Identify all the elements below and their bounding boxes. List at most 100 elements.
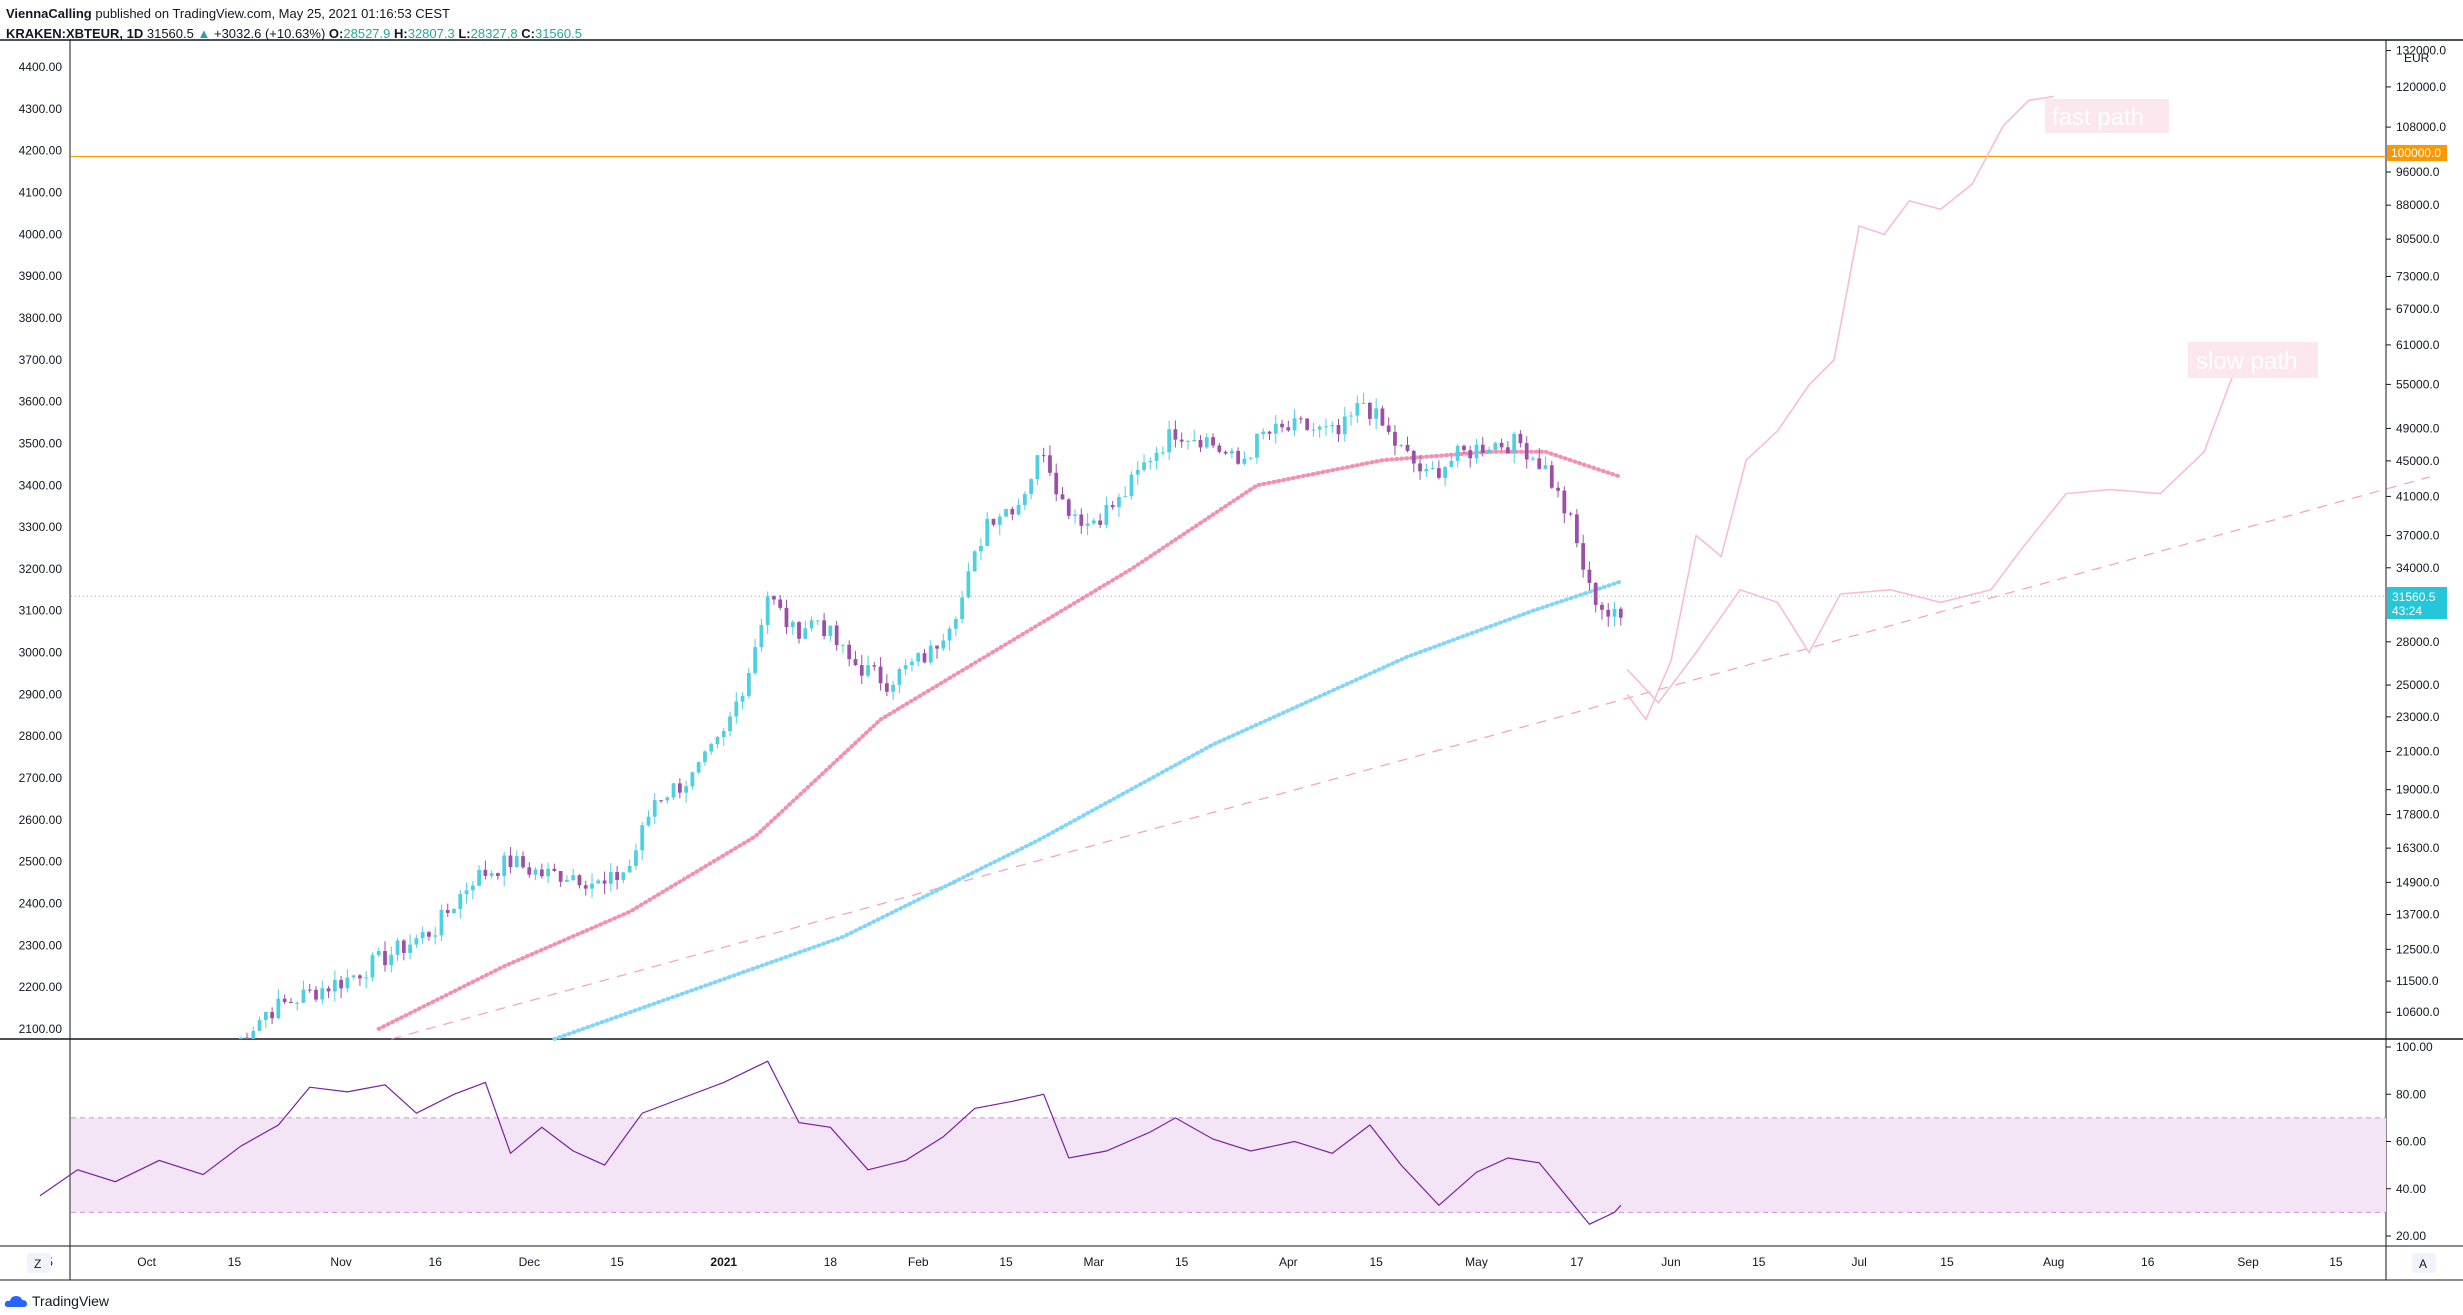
candle-body <box>897 669 902 685</box>
time-tick: 15 <box>228 1255 242 1269</box>
candle-body <box>1142 462 1146 470</box>
candle-body <box>1267 431 1272 434</box>
time-tick: Mar <box>1084 1255 1105 1269</box>
candle-body <box>1424 468 1429 472</box>
candle-body <box>1493 442 1498 450</box>
left-price-tick: 3400.00 <box>19 478 63 492</box>
candle-body <box>395 940 400 955</box>
left-price-tick: 3800.00 <box>19 311 63 325</box>
candle-body <box>1010 508 1015 515</box>
left-price-tick: 2200.00 <box>19 980 63 994</box>
candle-body <box>809 620 814 629</box>
time-scale: 15 Oct 15 Nov 16 Dec 15 2021 18 Feb 15 Mar 15 Apr 15 Ma… <box>40 1255 2343 1269</box>
time-tick: Jul <box>1851 1255 1866 1269</box>
candle-body <box>1054 472 1059 495</box>
left-scale-button[interactable]: Z <box>27 1253 51 1273</box>
candle-body <box>1110 505 1115 508</box>
candle-body <box>847 644 852 660</box>
right-price-tick: 45000.0 <box>2396 454 2440 468</box>
right-scale-button[interactable]: A <box>2412 1253 2436 1273</box>
candle-body <box>289 1001 293 1003</box>
candle-body <box>872 665 877 667</box>
candle-body <box>539 869 544 877</box>
horizontal-line-tag: 100000.0 <box>2387 145 2447 161</box>
candle-body <box>1418 463 1422 472</box>
candle-body <box>401 940 406 953</box>
right-price-tick: 10600.0 <box>2396 1005 2440 1019</box>
moving-average-slow <box>552 579 1623 1041</box>
candle-body <box>997 516 1002 525</box>
candle-body <box>383 950 387 966</box>
symbol[interactable]: KRAKEN:XBTEUR, 1D <box>6 26 144 41</box>
candle-body <box>238 1037 243 1039</box>
candle-body <box>1487 449 1491 453</box>
candle-body <box>1179 439 1184 442</box>
candle-body <box>1480 444 1485 453</box>
candle-body <box>753 647 757 673</box>
price-change: +3032.6 (+10.63%) <box>213 26 326 41</box>
left-price-tick: 4100.00 <box>19 186 63 200</box>
right-price-tick: 132000.0 <box>2396 44 2446 58</box>
candle-body <box>1041 455 1046 457</box>
time-tick: 15 <box>1175 1255 1189 1269</box>
currency-label: EUR <box>2404 51 2430 65</box>
time-tick: Apr <box>1279 1255 1298 1269</box>
candle-body <box>508 855 513 868</box>
candle-body <box>565 879 569 882</box>
candle-body <box>1393 431 1397 446</box>
candle-body <box>251 1030 256 1039</box>
candle-body <box>790 622 795 628</box>
candle-body <box>389 954 394 966</box>
time-tick: Nov <box>330 1255 351 1269</box>
candle-body <box>1512 433 1517 454</box>
candle-body <box>282 998 287 1002</box>
time-tick: 16 <box>2141 1255 2155 1269</box>
candle-body <box>590 883 594 889</box>
candle-body <box>1248 457 1253 459</box>
candle-body <box>979 546 983 552</box>
candle-body <box>1079 514 1084 526</box>
time-tick: 15 <box>1369 1255 1383 1269</box>
candle-body <box>1342 416 1347 435</box>
right-price-tick: 16300.0 <box>2396 841 2440 855</box>
candle-body <box>765 596 770 626</box>
candle-body <box>1600 604 1604 610</box>
candle-body <box>665 797 670 801</box>
candle-body <box>514 856 519 868</box>
time-tick: Aug <box>2043 1255 2064 1269</box>
candle-body <box>521 856 525 868</box>
right-price-tick: 80500.0 <box>2396 232 2440 246</box>
tradingview-brand[interactable]: TradingView <box>4 1291 109 1311</box>
candle-body <box>1217 445 1222 452</box>
candle-body <box>1123 496 1128 498</box>
candle-body <box>1016 505 1021 515</box>
candle-body <box>433 935 438 937</box>
open-value: 28527.9 <box>343 26 391 41</box>
candle-body <box>734 701 739 717</box>
candle-body <box>1273 423 1278 434</box>
candle-body <box>621 872 626 880</box>
candle-body <box>1186 440 1190 442</box>
candle-body <box>828 625 833 637</box>
candle-body <box>1568 513 1573 515</box>
chart-header: ViennaCalling published on TradingView.c… <box>6 4 582 44</box>
rsi-line <box>39 1060 1622 1225</box>
candle-body <box>985 518 990 547</box>
candle-body <box>696 762 701 773</box>
right-price-tick: 88000.0 <box>2396 198 2440 212</box>
candle-body <box>1468 450 1473 459</box>
fast-path-projection <box>1626 95 2054 722</box>
left-price-scale: 4400.00 4300.00 4200.00 4100.00 4000.00 3900.… <box>19 60 63 1036</box>
right-price-tick: 28000.0 <box>2396 635 2440 649</box>
candle-body <box>445 910 450 913</box>
candle-body <box>339 979 343 989</box>
candle-body <box>709 743 714 752</box>
candle-body <box>301 989 306 1003</box>
author-name[interactable]: ViennaCalling <box>6 6 92 21</box>
slow-path-projection <box>1626 367 2237 704</box>
candle-body <box>910 661 914 666</box>
candle-body <box>841 644 845 646</box>
candle-body <box>345 977 350 989</box>
candle-body <box>640 825 645 851</box>
candle-body <box>1462 445 1466 451</box>
